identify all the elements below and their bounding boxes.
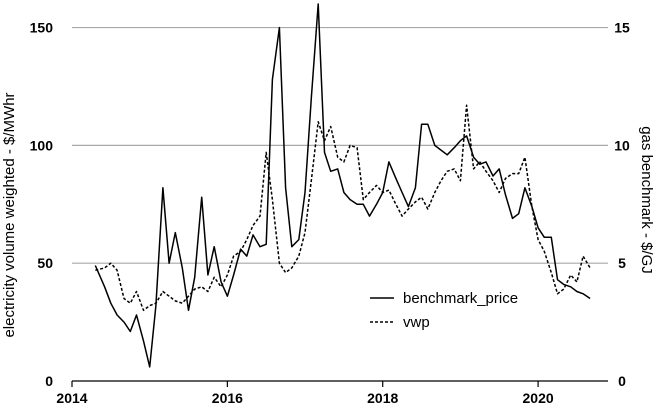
axis-layer: [71, 380, 608, 387]
x-tick-label-2020: 2020: [523, 390, 554, 406]
right-axis-title: gas benchmark - $/GJ: [638, 126, 654, 274]
x-tick-label-2014: 2014: [56, 390, 87, 406]
legend-label-vwp: vwp: [403, 314, 430, 331]
series-layer: [94, 3, 591, 368]
x-tick-label-2018: 2018: [367, 390, 398, 406]
left-tick-label-50: 50: [37, 255, 53, 271]
left-tick-label-150: 150: [30, 20, 54, 36]
tick-layer: 2014 2016 2018 2020 0 50 100 150 0 5 10 15: [30, 20, 630, 406]
right-tick-label-5: 5: [618, 255, 626, 271]
right-tick-label-15: 15: [614, 20, 630, 36]
right-tick-label-10: 10: [614, 137, 630, 153]
legend: benchmark_price vwp: [370, 290, 518, 331]
left-tick-label-0: 0: [45, 373, 53, 389]
x-tick-label-2016: 2016: [212, 390, 243, 406]
series-line-vwp: [95, 104, 591, 312]
right-tick-label-0: 0: [618, 373, 626, 389]
left-tick-label-100: 100: [30, 137, 54, 153]
left-axis-title: electricity volume weighted - $/MWhr: [1, 92, 18, 337]
legend-label-benchmark-price: benchmark_price: [403, 290, 518, 307]
series-line-benchmark-price: [94, 3, 591, 368]
grid-layer: [72, 26, 608, 264]
